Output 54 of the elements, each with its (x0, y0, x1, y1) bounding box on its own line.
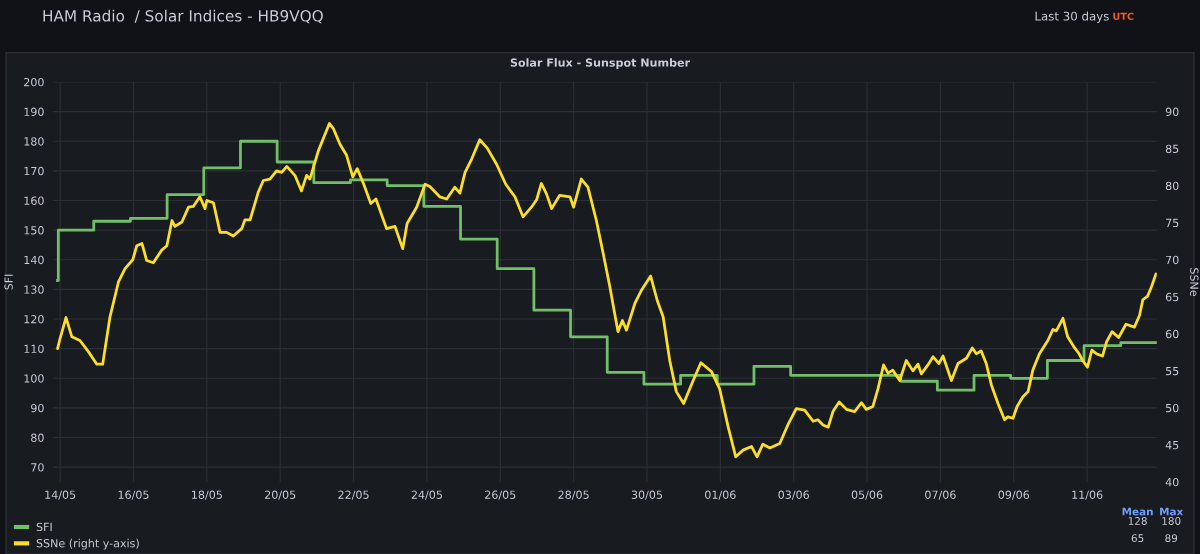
y-tick-label: 150 (24, 226, 44, 235)
legend-label: SSNe (right y-axis) (36, 538, 139, 550)
y-tick-label: 80 (31, 433, 44, 442)
y-tick-label: 200 (24, 77, 44, 87)
y-tick-label: 90 (31, 403, 44, 413)
y-tick-label: 130 (24, 285, 44, 294)
text: HAM Radio / Solar Indices - HB9VQQ (43, 9, 323, 24)
y2-tick-label: 60 (1165, 329, 1179, 339)
text: 128 (1128, 517, 1147, 525)
x-tick-label: 03/06 (778, 490, 809, 500)
x-tick-label: 14/05 (45, 490, 76, 500)
text: Last 30 days (1035, 11, 1109, 23)
y2-tick-label: 80 (1165, 181, 1179, 191)
text: 89 (1165, 534, 1178, 543)
y-tick-label: 160 (24, 196, 44, 205)
y2-tick-label: 45 (1165, 441, 1179, 450)
text: UTC (1113, 12, 1134, 20)
x-tick-label: 22/05 (338, 490, 369, 500)
x-tick-label: 01/06 (705, 490, 736, 500)
x-tick-label: 26/05 (485, 490, 516, 500)
text: Max (1160, 507, 1184, 516)
y-tick-label: 110 (24, 344, 44, 354)
x-tick-label: 24/05 (411, 490, 442, 500)
x-tick-label: 07/06 (925, 490, 956, 500)
y-tick-label: 70 (31, 463, 44, 472)
y2-tick-label: 75 (1166, 218, 1179, 228)
x-tick-label: 11/06 (1072, 490, 1103, 500)
y-tick-label: 180 (24, 137, 44, 146)
y2-tick-label: 70 (1166, 255, 1179, 265)
text: 180 (1162, 517, 1181, 525)
y-tick-label: 170 (24, 166, 44, 176)
x-tick-label: 20/05 (265, 490, 296, 500)
y2-tick-label: 65 (1165, 292, 1179, 302)
y-axis-title: SFI (4, 274, 13, 290)
text: Mean (1122, 507, 1153, 516)
legend-label: SFI (36, 522, 52, 532)
x-tick-label: 28/05 (558, 490, 589, 500)
y-tick-label: 140 (24, 255, 44, 265)
x-tick-label: 18/05 (192, 490, 222, 500)
y2-tick-label: 40 (1165, 477, 1179, 487)
x-tick-label: 30/05 (631, 490, 663, 500)
y-tick-label: 190 (24, 107, 44, 116)
text: 65 (1131, 534, 1144, 543)
y2-tick-label: 50 (1165, 403, 1179, 413)
chart-title: Solar Flux - Sunspot Number (510, 58, 691, 69)
y-tick-label: 120 (24, 315, 44, 324)
y2-tick-label: 55 (1165, 366, 1179, 376)
x-tick-label: 16/05 (118, 490, 149, 500)
y2-tick-label: 85 (1165, 144, 1179, 154)
y2-axis-title: SSNe (1190, 268, 1199, 297)
x-tick-label: 05/06 (851, 490, 883, 500)
x-tick-label: 09/06 (998, 490, 1030, 500)
y2-tick-label: 90 (1165, 107, 1179, 116)
y-tick-label: 100 (24, 374, 44, 383)
